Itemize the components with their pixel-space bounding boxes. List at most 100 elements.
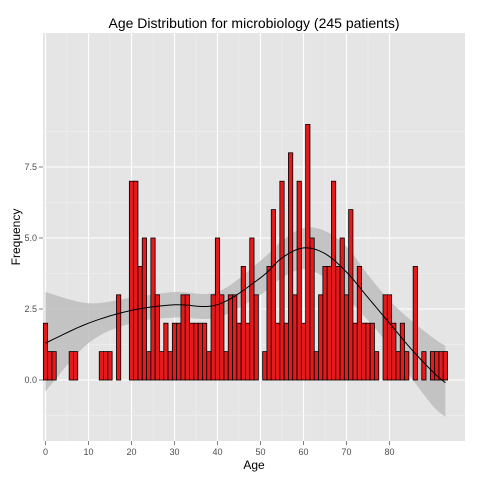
histogram-bar <box>249 237 255 381</box>
histogram-bar <box>374 351 380 381</box>
histogram-bar <box>245 322 251 381</box>
confidence-band <box>45 227 446 417</box>
histogram-bar <box>103 351 109 381</box>
histogram-bar <box>270 209 276 381</box>
histogram-bar <box>348 209 354 381</box>
histogram-bar <box>339 237 345 381</box>
histogram-bar <box>352 322 358 381</box>
histogram-bar <box>68 351 74 381</box>
histogram-bar <box>163 322 169 381</box>
histogram-bar <box>189 322 195 381</box>
smooth-trend-line <box>45 247 446 384</box>
histogram-bar <box>116 294 122 381</box>
histogram-bar <box>275 322 281 381</box>
y-axis-title: Frequency <box>9 209 23 266</box>
histogram-bar <box>180 294 186 381</box>
histogram-bar <box>197 322 203 381</box>
histogram-bar <box>73 351 79 381</box>
histogram-bar <box>128 180 135 381</box>
histogram-bar <box>232 294 238 381</box>
x-tick-label: 30 <box>169 447 179 457</box>
histogram-bar <box>253 294 259 381</box>
y-tick-label: 2.5 <box>24 304 37 314</box>
histogram-bar <box>184 294 190 381</box>
histogram-bar <box>438 351 444 381</box>
histogram-bar <box>421 351 427 381</box>
histogram-bar <box>356 265 362 381</box>
histogram-bar <box>154 294 160 381</box>
histogram-bar <box>214 237 221 381</box>
histogram-bar <box>159 351 165 381</box>
histogram-bar <box>395 351 401 381</box>
histogram-bar <box>236 322 242 381</box>
histogram-bar <box>331 180 337 381</box>
y-tick-label: 7.5 <box>24 162 37 172</box>
histogram-bar <box>318 294 324 381</box>
x-tick-label: 50 <box>255 447 265 457</box>
histogram-bar <box>288 152 294 381</box>
y-tick-label: 0.0 <box>24 375 37 385</box>
histogram-bar <box>42 322 49 381</box>
x-axis-title: Age <box>243 458 265 472</box>
histogram-bar <box>296 180 302 381</box>
trend-line <box>45 247 446 384</box>
histogram-bar <box>429 351 436 381</box>
grid-lines <box>43 33 465 441</box>
histogram-bar <box>141 237 147 381</box>
histogram-bar <box>51 351 57 381</box>
histogram-bar <box>343 294 350 381</box>
histogram-bar <box>279 180 285 381</box>
histogram-bar <box>386 294 393 381</box>
histogram-bar <box>150 237 156 381</box>
histogram-bar <box>266 265 272 381</box>
histogram-bar <box>335 265 341 381</box>
histogram-bar <box>292 294 298 381</box>
y-axis-ticks: 0.0 2.5 5.0 7.5 <box>24 162 43 385</box>
histogram-bar <box>442 351 448 381</box>
x-tick-label: 80 <box>384 447 394 457</box>
histogram-bar <box>219 294 225 381</box>
histogram-bar <box>171 322 178 381</box>
histogram-bar <box>193 322 199 381</box>
histogram-bar <box>309 237 315 381</box>
histogram-bar <box>176 322 182 381</box>
histogram-bar <box>202 322 208 381</box>
x-axis-ticks: 0 10 20 30 40 50 60 70 80 <box>43 441 395 457</box>
histogram-bar <box>206 351 212 381</box>
histogram-bar <box>137 265 143 381</box>
histogram-bar <box>313 351 319 381</box>
histogram-bar <box>322 265 328 381</box>
smooth-confidence-band <box>45 227 446 417</box>
histogram-bar <box>240 265 246 381</box>
histogram-bar <box>369 322 375 381</box>
histogram-bar <box>227 294 233 381</box>
histogram-bar <box>146 351 152 381</box>
x-tick-label: 60 <box>298 447 308 457</box>
x-tick-label: 70 <box>341 447 351 457</box>
histogram-bar <box>210 294 216 381</box>
histogram-bar <box>399 322 405 381</box>
histogram-bar <box>262 351 268 381</box>
chart-title: Age Distribution for microbiology (245 p… <box>108 15 399 31</box>
histogram-bar <box>300 322 307 381</box>
histogram-bar <box>326 265 332 381</box>
x-tick-label: 0 <box>43 447 48 457</box>
histogram-bar <box>305 124 311 381</box>
histogram-bar <box>133 180 139 381</box>
histogram-bar <box>107 351 113 381</box>
y-tick-label: 5.0 <box>24 233 37 243</box>
x-tick-label: 40 <box>212 447 222 457</box>
histogram-bar <box>167 351 173 381</box>
histogram-bar <box>404 351 410 381</box>
histogram-bars <box>42 124 448 381</box>
x-tick-label: 20 <box>126 447 136 457</box>
histogram-bar <box>382 294 388 381</box>
histogram-bar <box>361 322 367 381</box>
histogram-bar <box>365 322 371 381</box>
histogram-bar <box>47 351 53 381</box>
histogram-bar <box>223 351 229 381</box>
histogram-bar <box>412 265 418 381</box>
histogram-bar <box>391 322 397 381</box>
histogram-bar <box>98 351 104 381</box>
